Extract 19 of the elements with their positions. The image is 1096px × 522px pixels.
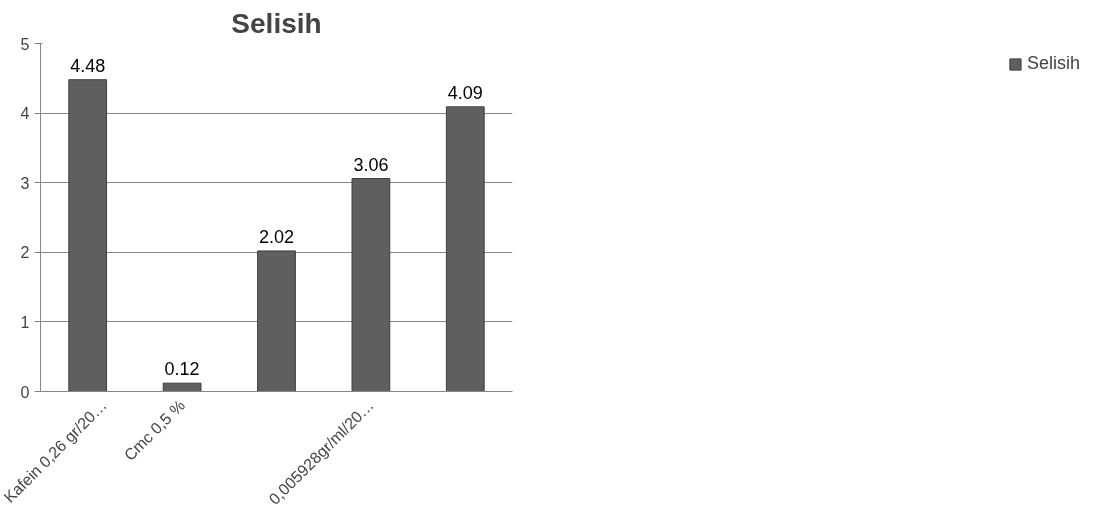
legend-label: Selisih bbox=[1026, 53, 1080, 74]
bar bbox=[68, 79, 108, 392]
y-tick-label: 0 bbox=[20, 383, 30, 401]
bar bbox=[162, 382, 202, 392]
y-tick-label: 3 bbox=[20, 174, 30, 192]
chart-title: Selisih bbox=[231, 7, 322, 39]
data-label: 4.09 bbox=[447, 82, 483, 103]
data-label: 4.48 bbox=[70, 55, 106, 76]
x-tick-label: Cmc 0,5 % bbox=[120, 396, 189, 464]
bar bbox=[351, 178, 391, 392]
y-tick-label: 1 bbox=[20, 313, 30, 331]
data-label: 3.06 bbox=[353, 154, 389, 175]
bar bbox=[445, 106, 485, 392]
bar bbox=[257, 250, 296, 392]
data-label: 0.12 bbox=[164, 359, 200, 380]
y-tick-label: 2 bbox=[20, 244, 30, 262]
y-tick-label: 5 bbox=[20, 35, 30, 53]
y-tick-label: 4 bbox=[20, 105, 30, 123]
data-label: 2.02 bbox=[258, 226, 295, 247]
